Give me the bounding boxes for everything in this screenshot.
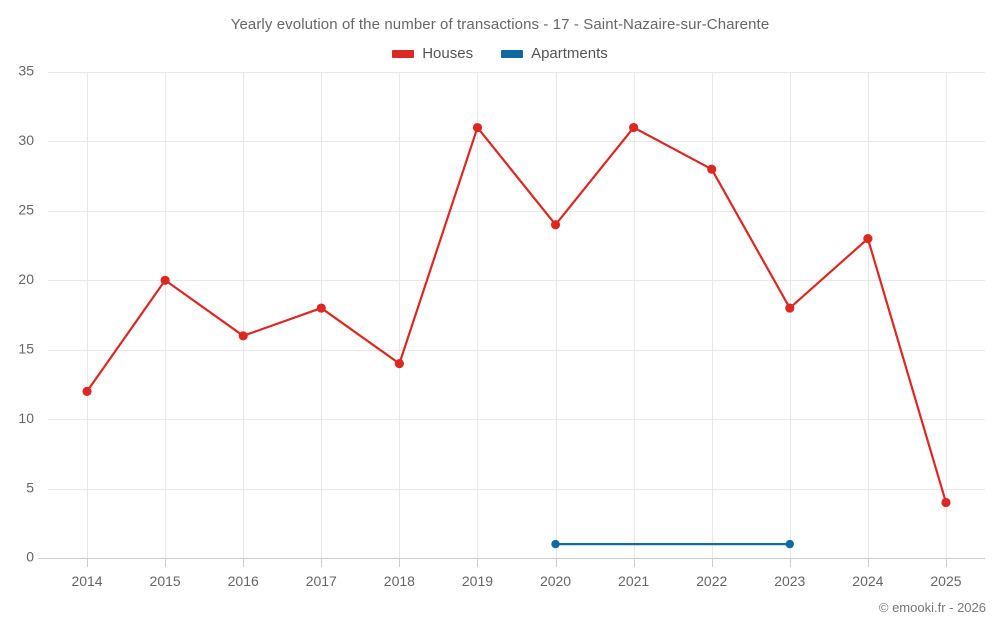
data-point-houses-2014[interactable]: 2014 — Houses: 12 <box>82 386 92 396</box>
legend-item-apartments[interactable]: Apartments <box>501 45 608 62</box>
x-tick-label: 2015 <box>150 573 181 589</box>
y-tick-label: 10 <box>18 410 34 426</box>
y-tick-label: 5 <box>26 479 34 495</box>
data-point-houses-2017[interactable]: 2017 — Houses: 18 <box>316 303 326 313</box>
data-point-houses-2021[interactable]: 2021 — Houses: 31 <box>629 122 639 133</box>
data-point-houses-2019[interactable]: 2019 — Houses: 31 <box>472 122 483 133</box>
copyright-credit: © emooki.fr - 2026 <box>878 600 986 615</box>
data-point-houses-2015[interactable]: 2015 — Houses: 20 <box>160 275 170 285</box>
x-tick-label: 2022 <box>696 573 727 589</box>
legend-swatch-houses <box>392 49 415 58</box>
x-tick-label: 2021 <box>618 573 649 589</box>
x-tick-label: 2016 <box>228 573 259 589</box>
legend-label-apartments: Apartments <box>531 45 608 62</box>
x-tick-label: 2023 <box>774 573 805 589</box>
data-point-houses-2022[interactable]: 2022 — Houses: 28 <box>707 164 717 174</box>
horizontal-gridlines <box>38 72 985 559</box>
data-point-apartments-2023[interactable]: 2023 — Apartments: 1 <box>785 539 794 549</box>
legend-item-houses[interactable]: Houses <box>392 45 473 62</box>
chart-legend: Houses Apartments <box>0 45 1000 62</box>
series-line-houses <box>85 126 948 504</box>
x-tick-label: 2018 <box>384 573 415 589</box>
data-point-houses-2020[interactable]: 2020 — Houses: 24 <box>550 220 561 230</box>
legend-label-houses: Houses <box>422 45 474 62</box>
data-point-houses-2018[interactable]: 2018 — Houses: 14 <box>394 359 404 369</box>
x-axis-tick-labels: 2014 2015 2016 2017 2018 2019 2020 2021 2022 2023… <box>71 573 961 589</box>
x-axis <box>87 558 947 567</box>
x-tick-label: 2024 <box>852 573 883 589</box>
x-tick-label: 2025 <box>930 573 961 589</box>
y-tick-label: 0 <box>26 549 34 565</box>
y-tick-label: 20 <box>18 271 34 287</box>
y-tick-label: 15 <box>18 340 34 356</box>
y-axis-tick-labels: 0 5 10 15 20 25 30 35 <box>18 63 34 565</box>
x-tick-label: 2020 <box>540 573 571 589</box>
legend-swatch-apartments <box>501 49 524 58</box>
x-tick-label: 2019 <box>462 573 493 589</box>
y-tick-label: 30 <box>18 132 34 148</box>
y-tick-label: 25 <box>18 202 34 218</box>
data-point-apartments-2020[interactable]: 2020 — Apartments: 1 <box>551 539 560 549</box>
data-point-houses-2023[interactable]: 2023 — Houses: 18 <box>785 303 795 313</box>
chart-title: Yearly evolution of the number of transa… <box>230 16 770 33</box>
vertical-gridlines <box>87 72 947 558</box>
data-point-houses-2024[interactable]: 2024 — Houses: 23 <box>863 234 873 244</box>
series-lines <box>85 126 948 546</box>
x-tick-label: 2014 <box>71 573 102 589</box>
series-markers: 2014 — Houses: 12 2015 — Houses: 20 2016 —… <box>82 122 951 549</box>
x-tick-label: 2017 <box>306 573 337 589</box>
data-point-houses-2016[interactable]: 2016 — Houses: 16 <box>238 331 248 341</box>
y-tick-label: 35 <box>18 63 34 79</box>
data-point-houses-2025[interactable]: 2025 — Houses: 4 <box>941 497 951 508</box>
